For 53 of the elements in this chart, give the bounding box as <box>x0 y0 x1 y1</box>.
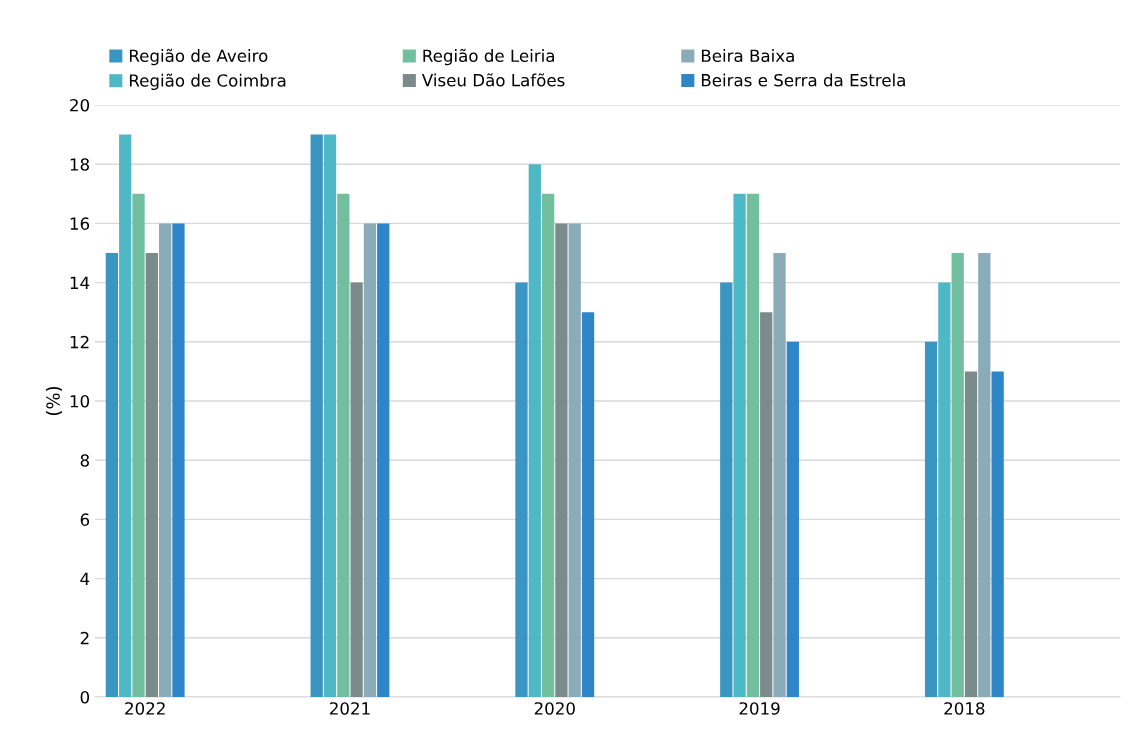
y-axis-title: (%) <box>45 386 62 416</box>
legend-label: Viseu Dão Lafões <box>421 73 565 87</box>
bar <box>951 253 964 697</box>
y-tick-label: 20 <box>70 98 90 112</box>
y-tick-label: 10 <box>70 394 90 408</box>
y-tick-label: 8 <box>80 454 89 467</box>
bar <box>310 134 323 697</box>
y-tick-label: 18 <box>70 158 89 171</box>
bar <box>924 341 938 697</box>
bar <box>568 223 581 697</box>
bar <box>159 223 172 697</box>
bar <box>720 282 733 697</box>
legend-label: Região de Coimbra <box>129 73 286 90</box>
bar <box>733 193 746 697</box>
bar <box>337 193 350 697</box>
bar <box>377 223 390 697</box>
bar <box>172 223 185 697</box>
bar <box>760 312 773 697</box>
bar <box>786 341 799 697</box>
bar <box>105 253 119 697</box>
y-tick-label: 4 <box>80 572 90 585</box>
y-tick-label: 12 <box>70 335 89 349</box>
y-tick-label: 16 <box>70 217 90 230</box>
y-tick-label: 14 <box>70 276 90 289</box>
bar <box>964 371 978 697</box>
legend-label: Região de Leiria <box>423 48 555 66</box>
legend-label: Beiras e Serra da Estrela <box>701 73 905 87</box>
legend-label: Beira Baixa <box>701 49 794 63</box>
bar <box>119 134 132 697</box>
bar <box>541 193 555 697</box>
bar <box>363 223 377 697</box>
bar <box>350 282 363 697</box>
bar <box>991 371 1004 697</box>
legend-label: Região de Aveiro <box>129 48 268 66</box>
bar <box>132 193 145 697</box>
y-tick-label: 0 <box>80 690 90 704</box>
bar <box>515 282 528 697</box>
y-tick-label: 2 <box>80 631 89 645</box>
x-tick-label: 2018 <box>944 702 985 715</box>
x-tick-label: 2021 <box>329 702 370 715</box>
bar <box>145 253 158 697</box>
bar <box>555 223 568 697</box>
bar <box>773 253 786 697</box>
y-tick-label: 6 <box>80 513 90 526</box>
bar <box>528 164 541 697</box>
x-tick-label: 2020 <box>534 702 575 715</box>
bar <box>978 253 991 697</box>
bar <box>938 282 951 697</box>
bar <box>581 312 595 697</box>
x-tick-label: 2019 <box>739 702 780 715</box>
x-tick-label: 2022 <box>125 702 165 715</box>
bar <box>746 193 760 697</box>
bar <box>323 134 337 697</box>
